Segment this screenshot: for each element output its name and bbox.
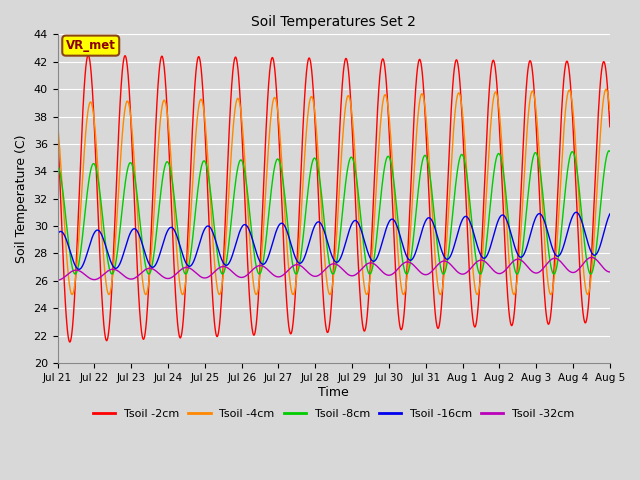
Tsoil -32cm	[362, 262, 369, 268]
Tsoil -32cm	[573, 268, 580, 274]
Tsoil -16cm	[572, 209, 580, 215]
Tsoil -32cm	[208, 272, 216, 277]
Tsoil -16cm	[208, 227, 216, 233]
Text: VR_met: VR_met	[66, 39, 116, 52]
Line: Tsoil -32cm: Tsoil -32cm	[58, 257, 610, 280]
Line: Tsoil -2cm: Tsoil -2cm	[58, 55, 610, 342]
Tsoil -4cm	[557, 168, 565, 174]
Tsoil -2cm	[54, 124, 61, 130]
Tsoil -2cm	[66, 339, 74, 345]
Tsoil -4cm	[350, 133, 358, 139]
Tsoil -16cm	[557, 250, 565, 255]
Tsoil -2cm	[208, 285, 216, 291]
Tsoil -2cm	[495, 108, 502, 114]
Y-axis label: Soil Temperature (C): Soil Temperature (C)	[15, 134, 28, 263]
Tsoil -32cm	[588, 254, 595, 260]
Tsoil -8cm	[71, 271, 79, 277]
Tsoil -8cm	[605, 148, 613, 154]
Tsoil -4cm	[362, 290, 370, 296]
X-axis label: Time: Time	[318, 385, 349, 398]
Tsoil -2cm	[84, 52, 92, 58]
Tsoil -2cm	[606, 124, 614, 130]
Tsoil -4cm	[68, 292, 76, 298]
Tsoil -16cm	[495, 217, 502, 223]
Title: Soil Temperatures Set 2: Soil Temperatures Set 2	[252, 15, 416, 29]
Tsoil -2cm	[573, 206, 580, 212]
Tsoil -32cm	[494, 271, 502, 276]
Legend: Tsoil -2cm, Tsoil -4cm, Tsoil -8cm, Tsoil -16cm, Tsoil -32cm: Tsoil -2cm, Tsoil -4cm, Tsoil -8cm, Tsoi…	[88, 404, 579, 423]
Tsoil -4cm	[573, 158, 580, 164]
Tsoil -8cm	[350, 159, 358, 165]
Tsoil -2cm	[350, 166, 358, 171]
Tsoil -4cm	[54, 120, 61, 125]
Tsoil -8cm	[362, 258, 370, 264]
Tsoil -32cm	[349, 273, 357, 278]
Tsoil -4cm	[495, 100, 502, 106]
Tsoil -16cm	[362, 243, 370, 249]
Tsoil -8cm	[54, 162, 61, 168]
Tsoil -4cm	[208, 220, 216, 226]
Tsoil -8cm	[208, 201, 216, 206]
Tsoil -8cm	[573, 165, 580, 170]
Line: Tsoil -16cm: Tsoil -16cm	[58, 212, 610, 269]
Tsoil -16cm	[54, 231, 61, 237]
Line: Tsoil -8cm: Tsoil -8cm	[58, 151, 610, 274]
Line: Tsoil -4cm: Tsoil -4cm	[58, 89, 610, 295]
Tsoil -16cm	[606, 211, 614, 217]
Tsoil -32cm	[606, 269, 614, 275]
Tsoil -8cm	[495, 151, 502, 156]
Tsoil -16cm	[350, 218, 358, 224]
Tsoil -32cm	[54, 277, 61, 283]
Tsoil -2cm	[557, 110, 565, 116]
Tsoil -32cm	[557, 259, 565, 265]
Tsoil -4cm	[606, 108, 614, 113]
Tsoil -4cm	[602, 86, 610, 92]
Tsoil -2cm	[362, 323, 370, 328]
Tsoil -16cm	[75, 266, 83, 272]
Tsoil -16cm	[573, 210, 580, 216]
Tsoil -8cm	[557, 228, 565, 234]
Tsoil -8cm	[606, 148, 614, 154]
